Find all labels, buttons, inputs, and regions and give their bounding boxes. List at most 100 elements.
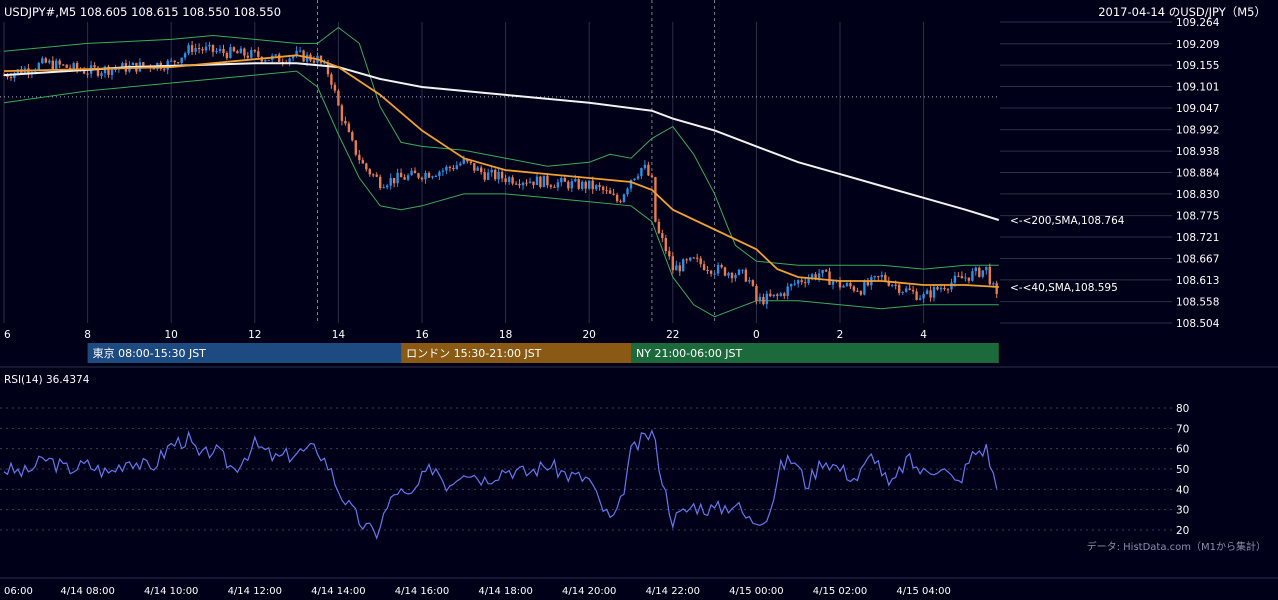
candle-body — [246, 55, 249, 58]
candle-body — [866, 281, 870, 286]
candle-body — [992, 283, 995, 285]
candle-body — [981, 270, 984, 277]
candle-body — [629, 179, 633, 189]
candle-body — [163, 68, 166, 70]
candle-body — [542, 175, 546, 188]
candle-body — [762, 297, 765, 305]
candle-body — [807, 278, 810, 284]
candle-body — [898, 284, 901, 293]
price-tick-label: 108.884 — [1176, 168, 1220, 180]
price-x-tick-label: 0 — [753, 329, 760, 341]
candle-body — [699, 258, 702, 265]
candle-body — [588, 180, 591, 189]
candle-body — [831, 281, 835, 285]
candle-body — [668, 251, 671, 257]
candle-body — [295, 50, 298, 57]
candle-body — [41, 58, 44, 64]
candle-body — [936, 287, 939, 290]
candle-body — [563, 178, 566, 182]
candle-body — [490, 169, 493, 173]
candle-body — [751, 280, 755, 286]
candle-body — [696, 257, 699, 259]
bollinger-upper-line — [3, 26, 999, 270]
candle-body — [312, 60, 316, 63]
candle-body — [810, 274, 814, 279]
candle-body — [615, 194, 619, 202]
candle-body — [392, 178, 396, 184]
candle-body — [918, 298, 922, 300]
candle-body — [82, 70, 86, 74]
candle-body — [511, 177, 514, 184]
candle-body — [814, 274, 817, 279]
candle-body — [622, 194, 626, 202]
price-tick-label: 108.721 — [1176, 232, 1219, 244]
candle-body — [62, 64, 65, 66]
time-axis-label: 4/14 22:00 — [646, 586, 700, 597]
sma200-line — [3, 62, 1000, 221]
candle-body — [932, 287, 936, 298]
candle-body — [455, 165, 458, 170]
candle-body — [424, 173, 427, 180]
candle-body — [978, 267, 981, 277]
candle-body — [821, 269, 824, 274]
price-x-tick-label: 20 — [583, 329, 596, 341]
candle-body — [654, 177, 657, 222]
candle-body — [525, 182, 528, 184]
price-tick-label: 109.101 — [1176, 82, 1219, 94]
price-tick-label: 108.504 — [1176, 318, 1220, 330]
candle-body — [431, 176, 434, 178]
price-x-tick-label: 14 — [332, 329, 346, 341]
time-axis-label: 4/15 02:00 — [813, 586, 867, 597]
candle-body — [51, 60, 54, 70]
candle-body — [344, 120, 347, 124]
price-x-tick-label: 22 — [666, 329, 679, 341]
candle-body — [6, 75, 9, 78]
price-y-axis: 109.264 109.209 109.155 109.101 109.047 108.9… — [1176, 17, 1220, 330]
candle-body — [121, 63, 124, 69]
candle-body — [131, 62, 135, 66]
candle-body — [399, 172, 403, 178]
candle-body — [326, 62, 330, 75]
candle-body — [925, 290, 929, 295]
candle-body — [535, 176, 539, 185]
candle-body — [69, 67, 72, 69]
price-x-tick-label: 18 — [499, 329, 512, 341]
candle-body — [845, 283, 849, 286]
candle-body — [396, 172, 399, 184]
price-tick-label: 109.264 — [1176, 17, 1220, 29]
session-label: NY 21:00-06:00 JST — [636, 347, 743, 360]
candle-body — [330, 74, 333, 85]
candle-body — [817, 273, 821, 279]
candle-body — [709, 270, 713, 274]
price-tick-label: 108.775 — [1176, 211, 1219, 223]
candle-body — [838, 280, 842, 288]
candle-body — [462, 158, 465, 164]
candle-body — [466, 158, 469, 162]
candle-body — [957, 275, 960, 277]
candle-body — [922, 294, 925, 299]
candle-body — [187, 45, 190, 54]
price-x-tick-label: 10 — [165, 329, 178, 341]
rsi-tick-label: 40 — [1176, 484, 1189, 496]
candle-body — [358, 154, 361, 161]
candle-body — [601, 186, 605, 191]
rsi-tick-label: 20 — [1176, 525, 1189, 537]
candle-body — [730, 273, 734, 279]
candle-body — [152, 68, 155, 70]
candle-body — [361, 160, 364, 164]
candle-body — [65, 64, 68, 68]
candle-body — [204, 46, 208, 51]
candle-body — [521, 182, 525, 186]
price-tick-label: 109.047 — [1176, 103, 1219, 115]
candle-body — [880, 274, 883, 277]
candle-body — [849, 283, 852, 287]
candle-body — [633, 178, 636, 180]
candle-body — [800, 280, 803, 283]
session-bar: 東京 08:00-15:30 JST ロンドン 15:30-21:00 JST NY… — [87, 343, 999, 363]
candle-body — [755, 285, 758, 301]
candle-body — [337, 90, 340, 106]
candle-body — [222, 49, 225, 53]
rsi-tick-label: 80 — [1176, 403, 1189, 415]
candle-body — [950, 282, 953, 290]
candle-body — [55, 60, 58, 70]
